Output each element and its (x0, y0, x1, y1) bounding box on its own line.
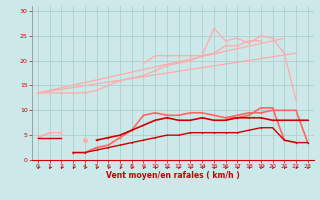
X-axis label: Vent moyen/en rafales ( km/h ): Vent moyen/en rafales ( km/h ) (106, 171, 240, 180)
